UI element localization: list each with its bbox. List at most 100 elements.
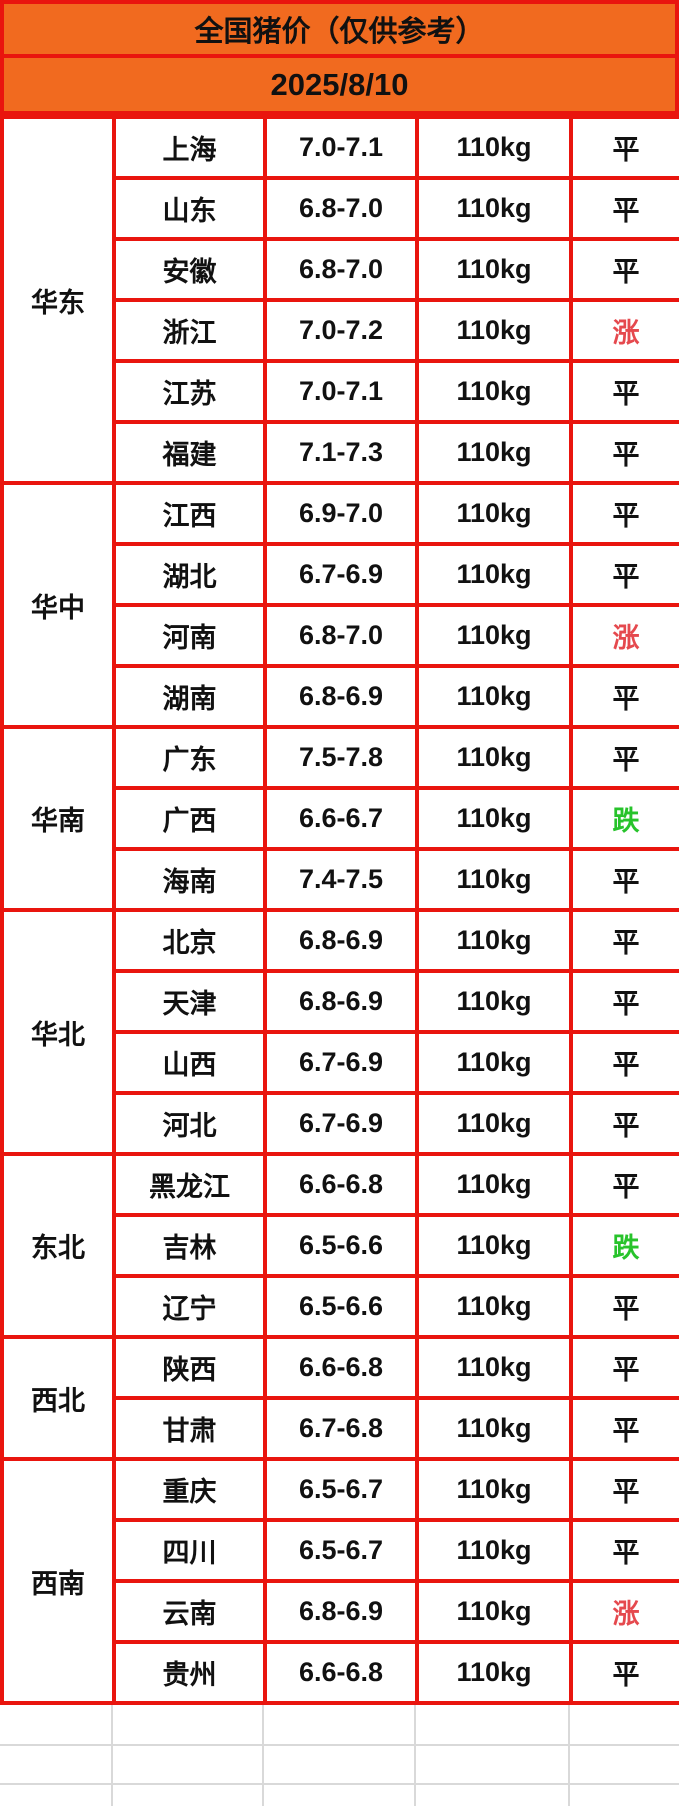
table-row: 山东 6.8-7.0 110kg 平 xyxy=(2,176,679,241)
status-cell: 平 xyxy=(569,847,679,912)
province-cell: 吉林 xyxy=(112,1213,267,1278)
table-row: 辽宁 6.5-6.6 110kg 平 xyxy=(2,1274,679,1339)
province-cell: 重庆 xyxy=(112,1457,267,1522)
province-cell: 山东 xyxy=(112,176,267,241)
weight-cell: 110kg xyxy=(415,359,573,424)
region-cell: 华南 xyxy=(0,725,116,912)
weight-cell: 110kg xyxy=(415,1213,573,1278)
price-cell: 6.7-6.9 xyxy=(263,1091,419,1156)
province-cell: 河南 xyxy=(112,603,267,668)
province-cell: 浙江 xyxy=(112,298,267,363)
price-cell: 7.0-7.1 xyxy=(263,115,419,180)
region-cell: 华中 xyxy=(0,481,116,729)
table-row: 湖南 6.8-6.9 110kg 平 xyxy=(2,664,679,729)
price-cell: 6.7-6.8 xyxy=(263,1396,419,1461)
date-row: 2025/8/10 xyxy=(4,58,675,111)
province-cell: 河北 xyxy=(112,1091,267,1156)
weight-cell: 110kg xyxy=(415,237,573,302)
weight-cell: 110kg xyxy=(415,176,573,241)
table-row: 山西 6.7-6.9 110kg 平 xyxy=(2,1030,679,1095)
table-row: 四川 6.5-6.7 110kg 平 xyxy=(2,1518,679,1583)
weight-cell: 110kg xyxy=(415,908,573,973)
status-cell: 平 xyxy=(569,481,679,546)
status-cell: 平 xyxy=(569,176,679,241)
region-cell: 华北 xyxy=(0,908,116,1156)
status-cell: 平 xyxy=(569,359,679,424)
grid-line-vertical xyxy=(111,1705,113,1806)
province-cell: 广西 xyxy=(112,786,267,851)
province-cell: 甘肃 xyxy=(112,1396,267,1461)
weight-cell: 110kg xyxy=(415,1396,573,1461)
province-cell: 上海 xyxy=(112,115,267,180)
province-cell: 广东 xyxy=(112,725,267,790)
table-row: 天津 6.8-6.9 110kg 平 xyxy=(2,969,679,1034)
price-cell: 6.8-7.0 xyxy=(263,603,419,668)
status-cell: 涨 xyxy=(569,1579,679,1644)
status-cell: 跌 xyxy=(569,786,679,851)
weight-cell: 110kg xyxy=(415,1457,573,1522)
weight-cell: 110kg xyxy=(415,1335,573,1400)
weight-cell: 110kg xyxy=(415,298,573,363)
status-cell: 平 xyxy=(569,1640,679,1705)
price-cell: 6.6-6.8 xyxy=(263,1335,419,1400)
table-row: 华东 上海 7.0-7.1 110kg 平 xyxy=(0,115,679,485)
province-cell: 湖南 xyxy=(112,664,267,729)
status-cell: 平 xyxy=(569,725,679,790)
weight-cell: 110kg xyxy=(415,847,573,912)
table-row: 福建 7.1-7.3 110kg 平 xyxy=(2,420,679,485)
status-cell: 平 xyxy=(569,115,679,180)
province-cell: 贵州 xyxy=(112,1640,267,1705)
price-cell: 6.8-6.9 xyxy=(263,908,419,973)
weight-cell: 110kg xyxy=(415,1579,573,1644)
table-row: 河北 6.7-6.9 110kg 平 xyxy=(2,1091,679,1156)
page-title-text: 全国猪价（仅供参考） xyxy=(194,16,485,48)
price-cell: 7.0-7.1 xyxy=(263,359,419,424)
weight-cell: 110kg xyxy=(415,1640,573,1705)
table-row: 西南 重庆 6.5-6.7 110kg 平 xyxy=(0,1457,679,1705)
weight-cell: 110kg xyxy=(415,1030,573,1095)
weight-cell: 110kg xyxy=(415,1274,573,1339)
price-cell: 6.7-6.9 xyxy=(263,542,419,607)
price-cell: 7.0-7.2 xyxy=(263,298,419,363)
table-row: 云南 6.8-6.9 110kg 涨 xyxy=(2,1579,679,1644)
region-cell: 华东 xyxy=(0,115,116,485)
weight-cell: 110kg xyxy=(415,115,573,180)
empty-spreadsheet-cells xyxy=(0,1705,679,1806)
province-cell: 陕西 xyxy=(112,1335,267,1400)
price-table: 华东 上海 7.0-7.1 110kg 平山东 6.8-7.0 110kg 平安徽 6.8-7.… xyxy=(0,115,679,1705)
price-cell: 6.7-6.9 xyxy=(263,1030,419,1095)
province-cell: 北京 xyxy=(112,908,267,973)
table-row: 华南 广东 7.5-7.8 110kg 平 xyxy=(0,725,679,912)
status-cell: 跌 xyxy=(569,1213,679,1278)
province-cell: 山西 xyxy=(112,1030,267,1095)
table-row: 华北 北京 6.8-6.9 110kg 平 xyxy=(0,908,679,1156)
price-cell: 6.5-6.6 xyxy=(263,1213,419,1278)
table-row: 广西 6.6-6.7 110kg 跌 xyxy=(2,786,679,851)
weight-cell: 110kg xyxy=(415,603,573,668)
table-row: 华中 江西 6.9-7.0 110kg 平 xyxy=(0,481,679,729)
weight-cell: 110kg xyxy=(415,969,573,1034)
table-row: 西北 陕西 6.6-6.8 110kg 平 xyxy=(0,1335,679,1461)
table-row: 甘肃 6.7-6.8 110kg 平 xyxy=(2,1396,679,1461)
status-cell: 平 xyxy=(569,542,679,607)
table-row: 江苏 7.0-7.1 110kg 平 xyxy=(2,359,679,424)
status-cell: 平 xyxy=(569,420,679,485)
weight-cell: 110kg xyxy=(415,1152,573,1217)
grid-line-horizontal xyxy=(0,1744,679,1746)
weight-cell: 110kg xyxy=(415,1091,573,1156)
sheet-header: 全国猪价（仅供参考） 2025/8/10 xyxy=(0,0,679,115)
weight-cell: 110kg xyxy=(415,725,573,790)
status-cell: 平 xyxy=(569,1091,679,1156)
grid-line-vertical xyxy=(262,1705,264,1806)
province-cell: 安徽 xyxy=(112,237,267,302)
grid-line-vertical xyxy=(414,1705,416,1806)
table-row: 安徽 6.8-7.0 110kg 平 xyxy=(2,237,679,302)
weight-cell: 110kg xyxy=(415,664,573,729)
status-cell: 平 xyxy=(569,1152,679,1217)
status-cell: 平 xyxy=(569,1457,679,1522)
status-cell: 平 xyxy=(569,908,679,973)
price-cell: 7.4-7.5 xyxy=(263,847,419,912)
weight-cell: 110kg xyxy=(415,542,573,607)
status-cell: 平 xyxy=(569,1396,679,1461)
